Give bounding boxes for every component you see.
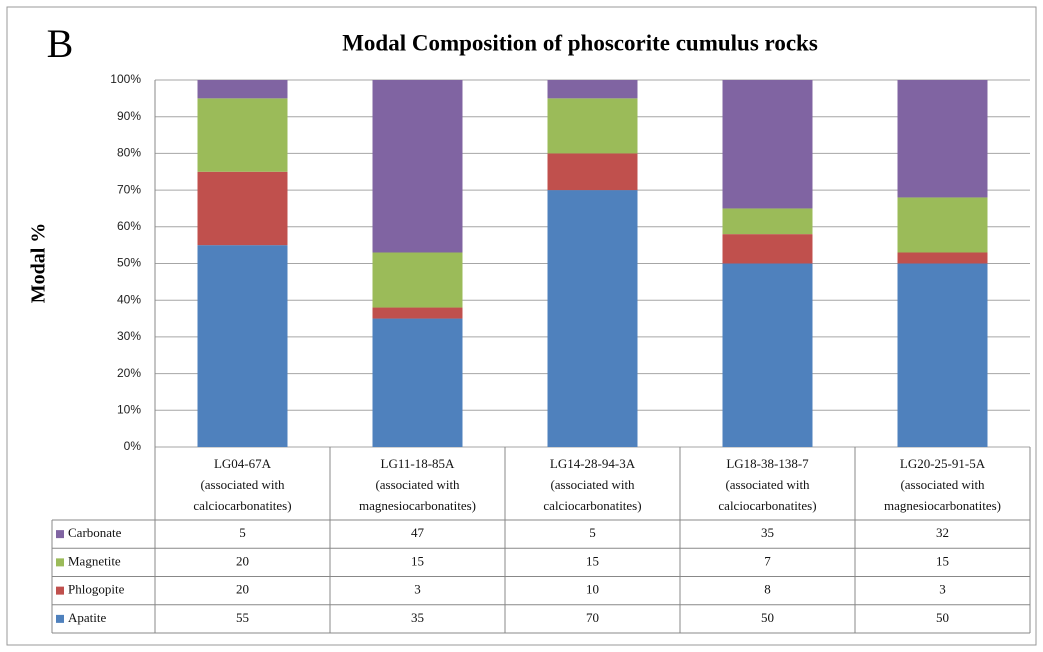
x-tick-label: (associated with	[550, 477, 635, 492]
legend-label: Carbonate	[68, 525, 122, 540]
x-tick-label: LG18-38-138-7	[726, 456, 809, 471]
y-tick-label: 70%	[117, 182, 141, 196]
bar-segment	[722, 263, 813, 447]
y-tick-label: 40%	[117, 292, 141, 306]
table-value: 15	[411, 553, 424, 568]
table-value: 3	[939, 582, 946, 597]
x-tick-label: calciocarbonatites)	[543, 498, 641, 513]
bar-segment	[547, 80, 638, 99]
bar-segment	[547, 98, 638, 154]
y-tick-label: 20%	[117, 366, 141, 380]
bar-segment	[197, 98, 288, 172]
bar-segment	[372, 252, 463, 308]
bar-segment	[897, 252, 988, 264]
bar-segment	[897, 80, 988, 198]
bar-segment	[372, 318, 463, 447]
x-tick-label: LG11-18-85A	[381, 456, 456, 471]
chart-border	[6, 6, 1037, 646]
bar-segment	[722, 208, 813, 235]
y-tick-label: 50%	[117, 256, 141, 270]
table-value: 50	[936, 610, 949, 625]
bar-segment	[372, 80, 463, 253]
y-tick-label: 90%	[117, 109, 141, 123]
table-value: 15	[586, 553, 599, 568]
table-value: 5	[239, 525, 246, 540]
panel-label: B	[47, 21, 74, 66]
table-value: 47	[411, 525, 425, 540]
bar-segment	[547, 190, 638, 447]
x-tick-label: magnesiocarbonatites)	[884, 498, 1001, 513]
bar-segment	[722, 234, 813, 264]
table-value: 3	[414, 582, 421, 597]
table-value: 8	[764, 582, 771, 597]
table-value: 35	[761, 525, 774, 540]
table-value: 50	[761, 610, 774, 625]
legend-swatch	[56, 614, 64, 623]
bar-segment	[197, 171, 288, 246]
x-tick-label: LG20-25-91-5A	[900, 456, 986, 471]
bar-segment	[372, 307, 463, 319]
table-value: 7	[764, 553, 771, 568]
y-tick-label: 80%	[117, 146, 141, 160]
bar-segment	[722, 80, 813, 209]
chart-title: Modal Composition of phoscorite cumulus …	[342, 30, 818, 55]
table-value: 5	[589, 525, 596, 540]
y-tick-label: 100%	[110, 72, 141, 86]
table-value: 32	[936, 525, 949, 540]
x-tick-label: (associated with	[725, 477, 810, 492]
legend-label: Apatite	[68, 610, 106, 625]
x-tick-label: calciocarbonatites)	[193, 498, 291, 513]
bar-segment	[197, 245, 288, 447]
bar-segment	[897, 263, 988, 447]
table-value: 55	[236, 610, 249, 625]
x-tick-label: LG14-28-94-3A	[550, 456, 636, 471]
x-tick-label: (associated with	[375, 477, 460, 492]
x-tick-label: (associated with	[200, 477, 285, 492]
y-axis-label: Modal %	[28, 223, 50, 304]
table-value: 20	[236, 582, 249, 597]
legend-label: Magnetite	[68, 553, 121, 568]
legend-swatch	[56, 586, 64, 595]
x-tick-label: magnesiocarbonatites)	[359, 498, 476, 513]
x-tick-label: LG04-67A	[214, 456, 272, 471]
bar-segment	[197, 80, 288, 99]
bar-segment	[897, 197, 988, 253]
x-tick-label: (associated with	[900, 477, 985, 492]
table-value: 10	[586, 582, 599, 597]
x-tick-label: calciocarbonatites)	[718, 498, 816, 513]
y-tick-label: 60%	[117, 219, 141, 233]
y-tick-label: 0%	[124, 439, 142, 453]
legend-swatch	[56, 530, 64, 539]
legend-swatch	[56, 558, 64, 567]
table-value: 70	[586, 610, 599, 625]
table-value: 35	[411, 610, 424, 625]
table-value: 20	[236, 553, 249, 568]
y-tick-label: 30%	[117, 329, 141, 343]
legend-label: Phlogopite	[68, 582, 125, 597]
table-value: 15	[936, 553, 949, 568]
bar-segment	[547, 153, 638, 191]
y-tick-label: 10%	[117, 402, 141, 416]
